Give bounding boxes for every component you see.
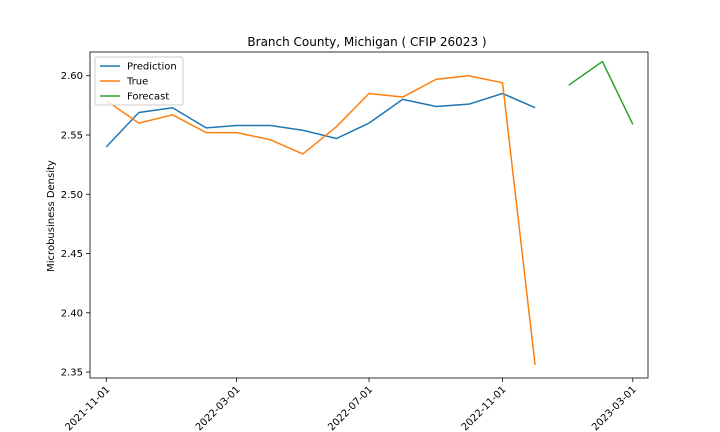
legend-label: Forecast — [127, 92, 169, 103]
x-tick-label: 2021-11-01 — [64, 384, 113, 432]
x-tick-label: 2022-11-01 — [460, 384, 509, 432]
x-tick-label: 2023-03-01 — [590, 384, 639, 432]
y-tick-label: 2.55 — [61, 130, 83, 141]
legend: Prediction True Forecast — [94, 56, 184, 106]
x-tick-label: 2022-03-01 — [194, 384, 243, 432]
legend-label: Prediction — [127, 62, 177, 73]
series-line-forecast — [568, 60, 634, 125]
series-line-prediction — [105, 92, 536, 148]
y-tick-label: 2.35 — [61, 368, 83, 379]
y-tick-label: 2.40 — [61, 308, 83, 319]
x-tick-label: 2022-07-01 — [326, 384, 375, 432]
chart-title: Branch County, Michigan ( CFIP 26023 ) — [247, 35, 486, 49]
plot-area — [105, 60, 634, 366]
y-axis-label: Microbusiness Density — [46, 160, 57, 272]
y-tick-label: 2.50 — [61, 190, 83, 201]
y-tick-label: 2.60 — [61, 71, 83, 82]
series-line-true — [105, 74, 536, 366]
legend-box — [94, 56, 184, 106]
y-tick-label: 2.45 — [61, 249, 83, 260]
legend-label: True — [126, 77, 148, 88]
